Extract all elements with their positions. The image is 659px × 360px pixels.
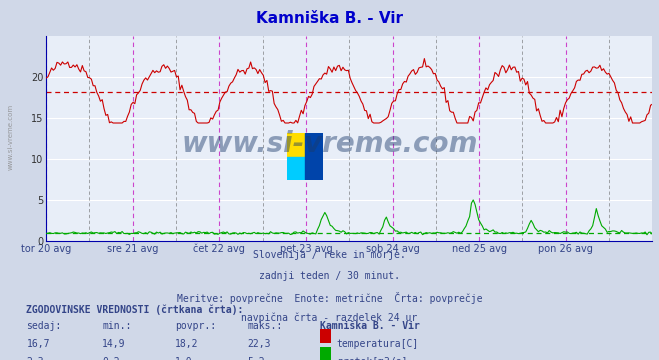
Text: zadnji teden / 30 minut.: zadnji teden / 30 minut.: [259, 271, 400, 281]
Text: 5,2: 5,2: [247, 357, 265, 360]
Text: sedaj:: sedaj:: [26, 321, 61, 332]
Text: Kamniška B. - Vir: Kamniška B. - Vir: [256, 11, 403, 26]
Text: maks.:: maks.:: [247, 321, 282, 332]
Text: navpična črta - razdelek 24 ur: navpična črta - razdelek 24 ur: [241, 313, 418, 323]
Text: min.:: min.:: [102, 321, 132, 332]
Text: 22,3: 22,3: [247, 339, 271, 350]
Text: pretok[m3/s]: pretok[m3/s]: [337, 357, 407, 360]
Text: ZGODOVINSKE VREDNOSTI (črtkana črta):: ZGODOVINSKE VREDNOSTI (črtkana črta):: [26, 304, 244, 315]
Text: 0,2: 0,2: [102, 357, 120, 360]
Text: 14,9: 14,9: [102, 339, 126, 350]
Text: 16,7: 16,7: [26, 339, 50, 350]
Text: Kamniška B. - Vir: Kamniška B. - Vir: [320, 321, 420, 332]
Text: 18,2: 18,2: [175, 339, 198, 350]
Text: www.si-vreme.com: www.si-vreme.com: [181, 130, 478, 158]
Text: Slovenija / reke in morje.: Slovenija / reke in morje.: [253, 250, 406, 260]
Bar: [304, 133, 323, 180]
Text: 2,3: 2,3: [26, 357, 44, 360]
Text: temperatura[C]: temperatura[C]: [337, 339, 419, 350]
Bar: [287, 157, 304, 180]
Bar: [287, 133, 304, 157]
Text: www.si-vreme.com: www.si-vreme.com: [8, 104, 14, 170]
Text: Meritve: povprečne  Enote: metrične  Črta: povprečje: Meritve: povprečne Enote: metrične Črta:…: [177, 292, 482, 304]
Text: 1,0: 1,0: [175, 357, 192, 360]
Text: povpr.:: povpr.:: [175, 321, 215, 332]
